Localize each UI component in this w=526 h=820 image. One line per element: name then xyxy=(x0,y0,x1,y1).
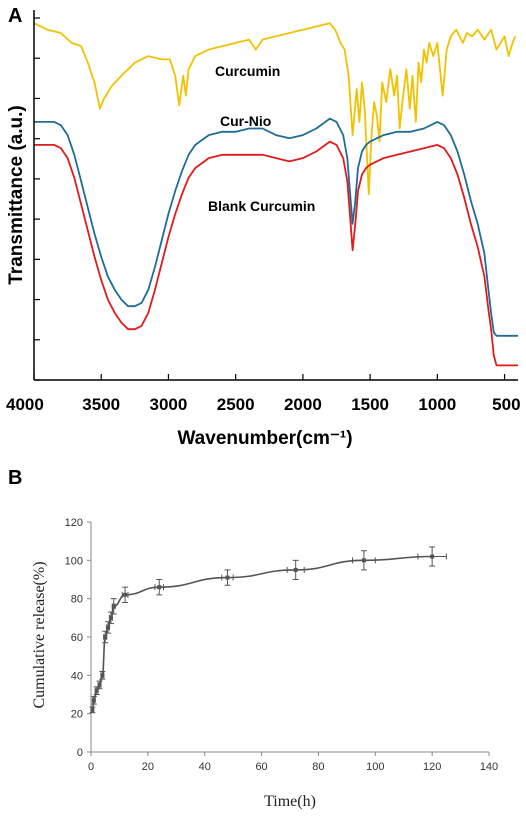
y-tick-label-b: 80 xyxy=(71,594,83,606)
panel-a-label: A xyxy=(8,5,22,27)
data-point xyxy=(107,611,114,625)
y-tick-label-b: 0 xyxy=(77,747,83,759)
x-axis-title: Wavenumber(cm⁻¹) xyxy=(177,428,352,449)
data-point xyxy=(221,569,234,586)
panel-b-label: B xyxy=(8,467,22,489)
release-curve xyxy=(91,555,433,711)
data-point xyxy=(154,579,164,596)
x-tick-label-b: 60 xyxy=(255,761,267,773)
ftir-chart: A 4000 3500 3000 2500 2000 1500 1000 500 Curcum… xyxy=(6,5,521,449)
y-tick-label-b: 120 xyxy=(65,517,83,529)
x-tick-label: 2500 xyxy=(217,395,255,414)
x-tick-label: 2000 xyxy=(284,395,322,414)
release-chart: B 0 20 40 60 80 100 120 0 20 40 60 80 100 120 140 Cumu… xyxy=(8,467,498,810)
x-tick-label: 4000 xyxy=(6,395,44,414)
x-tick-label-b: 120 xyxy=(423,761,441,773)
label-cur-nio: Cur-Nio xyxy=(220,113,271,129)
y-tick-label-b: 100 xyxy=(65,555,83,567)
y-axis-title-b: Cumulative release(%) xyxy=(31,561,48,708)
y-tick-label-b: 20 xyxy=(71,709,83,721)
data-point xyxy=(96,680,103,690)
x-tick-label: 1000 xyxy=(418,395,456,414)
data-point xyxy=(121,586,129,603)
x-tick-label: 500 xyxy=(492,395,520,414)
x-tick-label: 3000 xyxy=(150,395,188,414)
x-tick-label-b: 0 xyxy=(88,761,94,773)
series-line-blank-curcumin xyxy=(34,140,518,367)
x-axis-title-b: Time(h) xyxy=(264,793,316,810)
x-tick-label-b: 40 xyxy=(199,761,211,773)
x-tick-label: 3500 xyxy=(82,395,120,414)
series-line-cur-nio xyxy=(34,117,518,337)
label-curcumin: Curcumin xyxy=(215,63,280,79)
data-point xyxy=(110,598,117,615)
data-point xyxy=(90,695,97,705)
x-tick-label-b: 20 xyxy=(142,761,154,773)
label-blank-curcumin: Blank Curcumin xyxy=(208,198,315,214)
x-tick-label-b: 140 xyxy=(480,761,498,773)
series-line-curcumin xyxy=(33,22,517,196)
x-tick-label-b: 100 xyxy=(366,761,384,773)
data-point xyxy=(352,550,376,571)
data-point xyxy=(417,546,447,567)
x-tick-label: 1500 xyxy=(351,395,389,414)
data-point xyxy=(89,706,96,714)
data-point xyxy=(286,559,305,580)
y-axis-title: Transmittance (a.u.) xyxy=(6,105,27,285)
y-tick-label-b: 60 xyxy=(71,632,83,644)
data-point xyxy=(99,671,106,680)
x-tick-label-b: 80 xyxy=(312,761,324,773)
y-tick-label-b: 40 xyxy=(71,670,83,682)
